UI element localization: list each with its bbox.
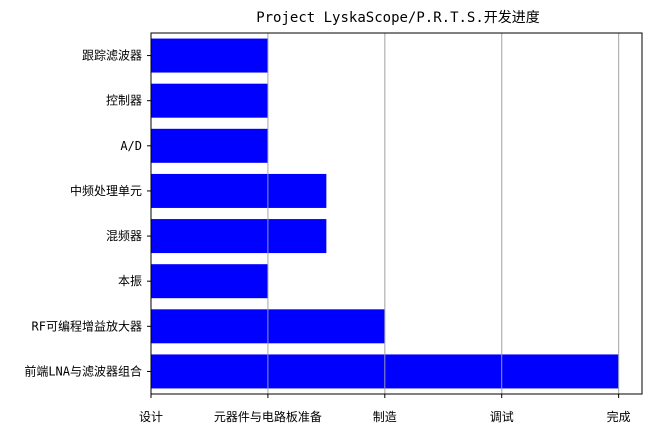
- x-tick-label: 制造: [373, 410, 397, 424]
- x-axis-ticks: 设计 元器件与电路板准备 制造 调试 完成: [139, 394, 631, 424]
- bar: [151, 264, 268, 299]
- x-tick-label: 完成: [607, 409, 631, 424]
- y-tick-label: 混频器: [106, 229, 142, 243]
- y-tick-label: 前端LNA与滤波器组合: [24, 363, 142, 378]
- bar: [151, 38, 268, 73]
- y-tick-label: 控制器: [106, 94, 142, 108]
- x-tick-label: 元器件与电路板准备: [214, 409, 322, 424]
- bar: [151, 128, 268, 163]
- bar: [151, 173, 327, 208]
- bar: [151, 219, 327, 254]
- bar: [151, 83, 268, 118]
- plot-frame: [150, 32, 643, 395]
- y-tick-label: 跟踪滤波器: [82, 49, 142, 63]
- y-tick-label: RF可编程增益放大器: [32, 318, 142, 333]
- x-tick-label: 调试: [490, 409, 514, 424]
- y-tick-label: A/D: [120, 139, 142, 153]
- chart-title: Project LyskaScope/P.R.T.S.开发进度: [256, 10, 540, 26]
- x-tick-label: 设计: [139, 410, 163, 424]
- y-tick-label: 中频处理单元: [70, 183, 142, 198]
- y-tick-label: 本振: [118, 274, 142, 288]
